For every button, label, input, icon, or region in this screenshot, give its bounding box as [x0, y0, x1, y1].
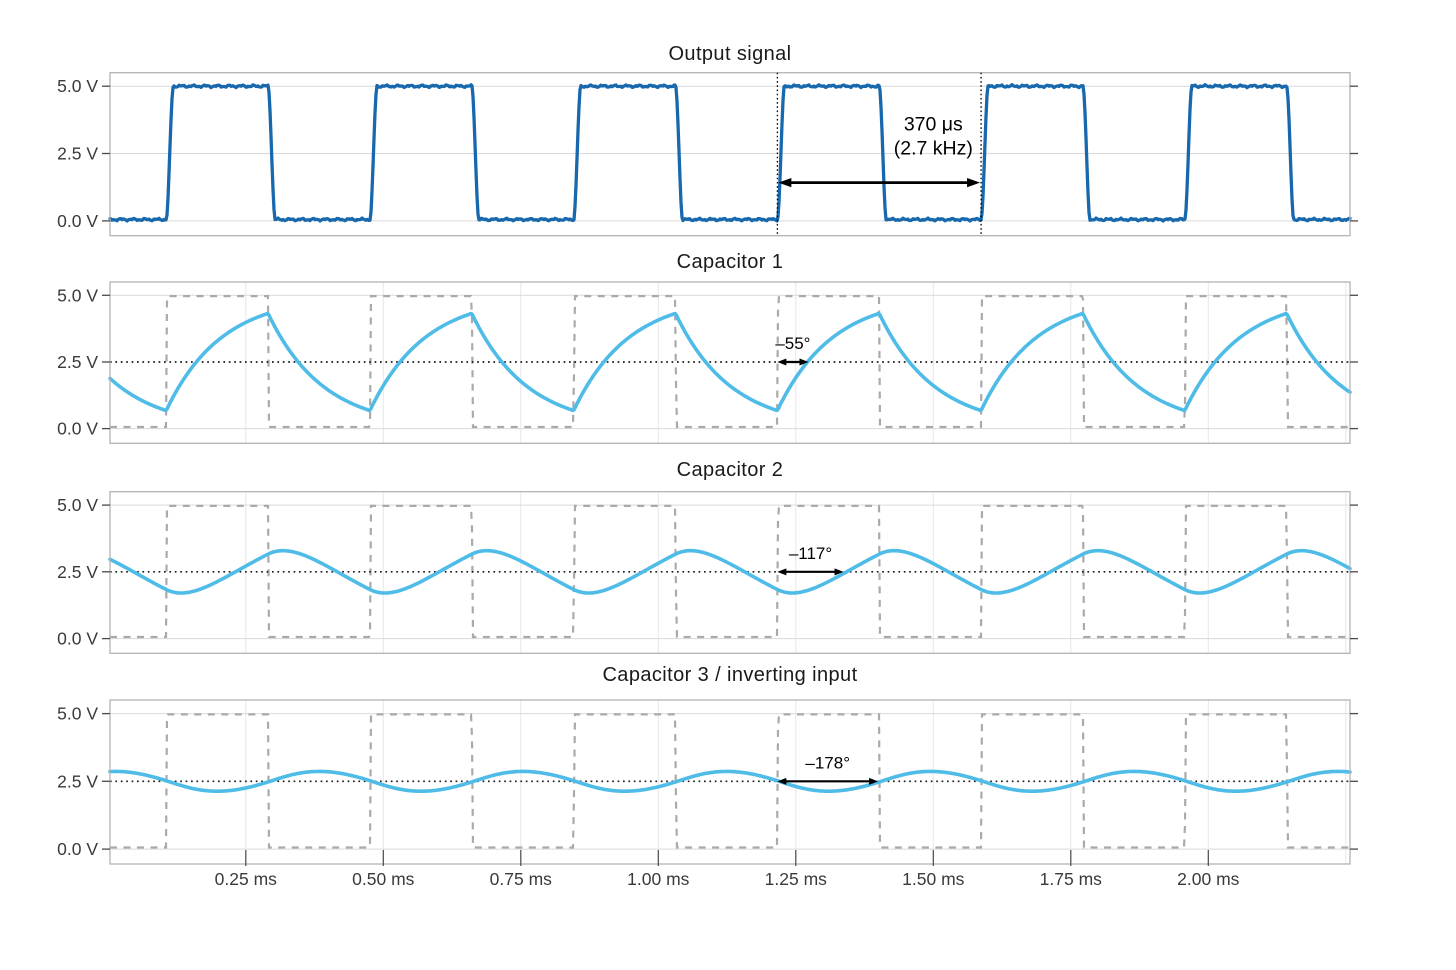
- phase-arrow-3-left-arrowhead-icon: [777, 777, 787, 785]
- y-tick-label: 5.0 V: [57, 76, 98, 96]
- y-tick-label: 5.0 V: [57, 704, 98, 724]
- y-tick-label: 0.0 V: [57, 419, 98, 439]
- y-tick-label: 2.5 V: [57, 771, 98, 791]
- panel-title-capacitor-3-inverting-input: Capacitor 3 / inverting input: [602, 664, 858, 686]
- phase-arrow-2-right-arrowhead-icon: [834, 568, 844, 576]
- x-tick-label: 0.75 ms: [490, 869, 552, 889]
- phase-annotation-label: –178°: [805, 753, 850, 772]
- phase-annotation-label: –55°: [775, 334, 810, 353]
- y-tick-label: 0.0 V: [57, 629, 98, 649]
- x-tick-label: 1.50 ms: [902, 869, 964, 889]
- panel-title-capacitor-1: Capacitor 1: [676, 251, 784, 273]
- y-tick-label: 5.0 V: [57, 285, 98, 305]
- period-arrow-left-arrowhead-icon: [778, 178, 792, 188]
- panel-2: 5.0 V 2.5 V 0.0 V –117°: [57, 491, 1358, 654]
- x-tick-label: 0.25 ms: [215, 869, 277, 889]
- panel-title-capacitor-2: Capacitor 2: [676, 459, 784, 481]
- x-tick-label: 1.00 ms: [627, 869, 689, 889]
- capacitor-2-waveform: [108, 548, 1352, 595]
- reference-square-wave-dashed: [110, 713, 1350, 849]
- y-tick-label: 2.5 V: [57, 352, 98, 372]
- y-tick-label: 0.0 V: [57, 211, 98, 231]
- period-annotation-label: (2.7 kHz): [894, 138, 973, 160]
- panel-3: 5.0 V 2.5 V 0.0 V 0.25 ms 0.50 ms 0.75 ms 1.00…: [57, 699, 1358, 889]
- x-tick-label: 2.00 ms: [1177, 869, 1239, 889]
- y-tick-label: 2.5 V: [57, 562, 98, 582]
- phase-annotation-label: –117°: [789, 544, 832, 563]
- y-tick-label: 0.0 V: [57, 839, 98, 859]
- y-tick-label: 5.0 V: [57, 495, 98, 515]
- phase-arrow-2-left-arrowhead-icon: [777, 568, 787, 576]
- square-output-waveform: [108, 83, 1352, 223]
- x-tick-label: 1.75 ms: [1040, 869, 1102, 889]
- plot-frame: [109, 699, 1351, 865]
- reference-square-wave-dashed: [110, 504, 1350, 639]
- y-tick-label: 2.5 V: [57, 144, 98, 164]
- capacitor-1-waveform: [108, 311, 1352, 413]
- panel-0: 5.0 V 2.5 V 0.0 V 370 μs(2.7 kHz): [57, 72, 1358, 237]
- reference-square-wave-dashed: [110, 295, 1350, 429]
- plot-frame: [109, 72, 1351, 237]
- phase-arrow-1-right-arrowhead-icon: [799, 358, 809, 366]
- x-tick-label: 0.50 ms: [352, 869, 414, 889]
- x-tick-label: 1.25 ms: [765, 869, 827, 889]
- panel-1: 5.0 V 2.5 V 0.0 V –55°: [57, 281, 1358, 444]
- phase-arrow-1-left-arrowhead-icon: [777, 358, 787, 366]
- capacitor-3-waveform: [108, 769, 1352, 793]
- period-annotation-label: 370 μs: [904, 114, 963, 136]
- period-arrow-right-arrowhead-icon: [967, 178, 981, 188]
- phase-arrow-3-right-arrowhead-icon: [869, 777, 879, 785]
- panel-title-output-signal: Output signal: [668, 43, 792, 65]
- plot-frame: [109, 491, 1351, 654]
